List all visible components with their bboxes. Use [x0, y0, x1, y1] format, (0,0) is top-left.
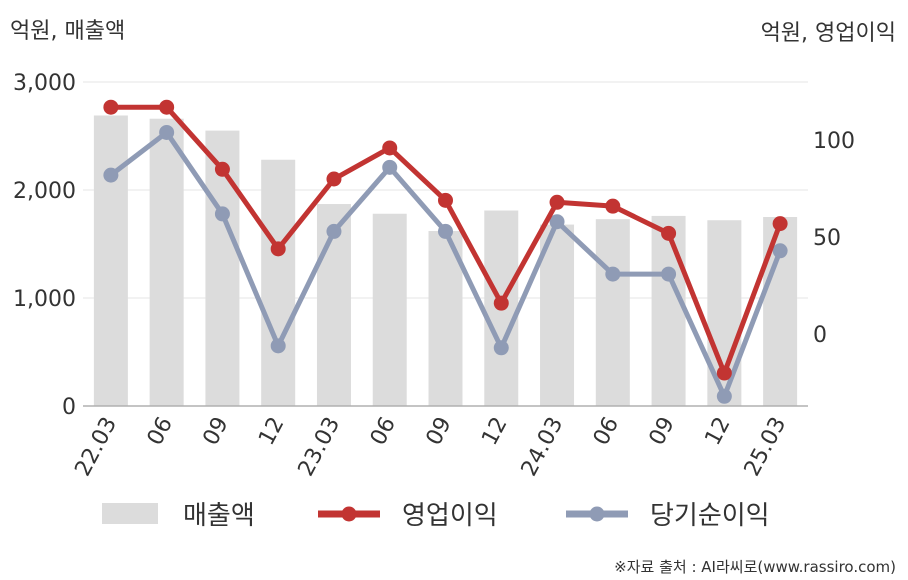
legend-marker-operating	[341, 506, 357, 522]
series-point-2	[661, 266, 677, 282]
series-point-1	[549, 194, 565, 210]
x-tick-label: 06	[589, 413, 624, 449]
series-point-2	[438, 223, 453, 239]
series-point-2	[382, 159, 398, 175]
bar-revenue	[149, 118, 184, 406]
series-point-2	[159, 124, 175, 140]
right-tick-label: 100	[813, 129, 855, 154]
series-point-2	[716, 388, 732, 404]
left-tick-label: 1,000	[13, 287, 76, 312]
left-tick-label: 2,000	[13, 179, 76, 204]
x-tick-label: 22.03	[71, 413, 123, 480]
bar-revenue	[651, 215, 686, 406]
x-tick-label: 12	[477, 413, 512, 449]
x-tick-label: 23.03	[294, 413, 346, 480]
series-point-1	[605, 198, 621, 214]
series-point-2	[605, 266, 621, 282]
bar-revenue	[595, 219, 630, 406]
series-point-1	[438, 192, 453, 208]
series-lines	[103, 99, 788, 404]
x-tick-label: 12	[254, 413, 289, 449]
series-point-1	[772, 216, 788, 232]
x-tick-label: 24.03	[517, 413, 569, 480]
bar-revenue	[93, 115, 128, 406]
series-point-2	[772, 243, 788, 259]
series-point-2	[270, 338, 286, 354]
left-tick-label: 0	[62, 395, 76, 420]
legend-swatch-revenue	[102, 503, 158, 524]
x-tick-label: 25.03	[740, 413, 792, 480]
series-point-1	[326, 171, 342, 187]
series-point-1	[493, 295, 509, 311]
x-tick-label: 06	[366, 413, 401, 449]
source-note: ※자료 출처 : AI라씨로(www.rassiro.com)	[614, 558, 896, 576]
x-tick-label: 09	[199, 413, 234, 449]
left-axis-label: 억원, 매출액	[10, 19, 125, 44]
right-axis-label: 억원, 영업이익	[761, 21, 896, 46]
series-point-1	[661, 225, 677, 241]
left-tick-label: 3,000	[13, 71, 76, 96]
legend-label-revenue: 매출액	[183, 501, 255, 531]
right-tick-label: 0	[813, 323, 827, 348]
legend-marker-net	[589, 506, 605, 522]
bar-revenue	[372, 213, 407, 406]
series-point-2	[549, 214, 565, 230]
series-point-2	[493, 340, 509, 356]
series-point-1	[716, 365, 732, 381]
series-point-1	[270, 241, 286, 257]
x-tick-label: 12	[700, 413, 735, 449]
bar-revenue	[540, 224, 575, 406]
x-tick-label: 09	[645, 413, 680, 449]
legend-label-net: 당기순이익	[650, 501, 770, 531]
series-point-1	[382, 140, 398, 156]
x-tick-label: 06	[143, 413, 178, 449]
right-tick-label: 50	[813, 226, 841, 251]
x-axis-ticks: 22.03 06 09 12 23.03 06 09 12 24.03 06 09 12 25.03	[71, 413, 792, 480]
series-point-2	[103, 167, 119, 183]
x-tick-label: 09	[422, 413, 457, 449]
legend-label-operating: 영업이익	[402, 501, 498, 531]
series-point-1	[214, 161, 230, 177]
left-axis-ticks: 0 1,000 2,000 3,000	[13, 71, 76, 420]
series-point-1	[159, 99, 175, 115]
right-axis-ticks: 0 50 100	[813, 129, 855, 348]
legend: 매출액 영업이익 당기순이익	[102, 501, 770, 531]
series-point-1	[103, 99, 119, 115]
bars-revenue	[93, 115, 798, 406]
series-point-2	[326, 223, 342, 239]
series-point-2	[214, 206, 230, 222]
bar-revenue	[261, 159, 296, 406]
